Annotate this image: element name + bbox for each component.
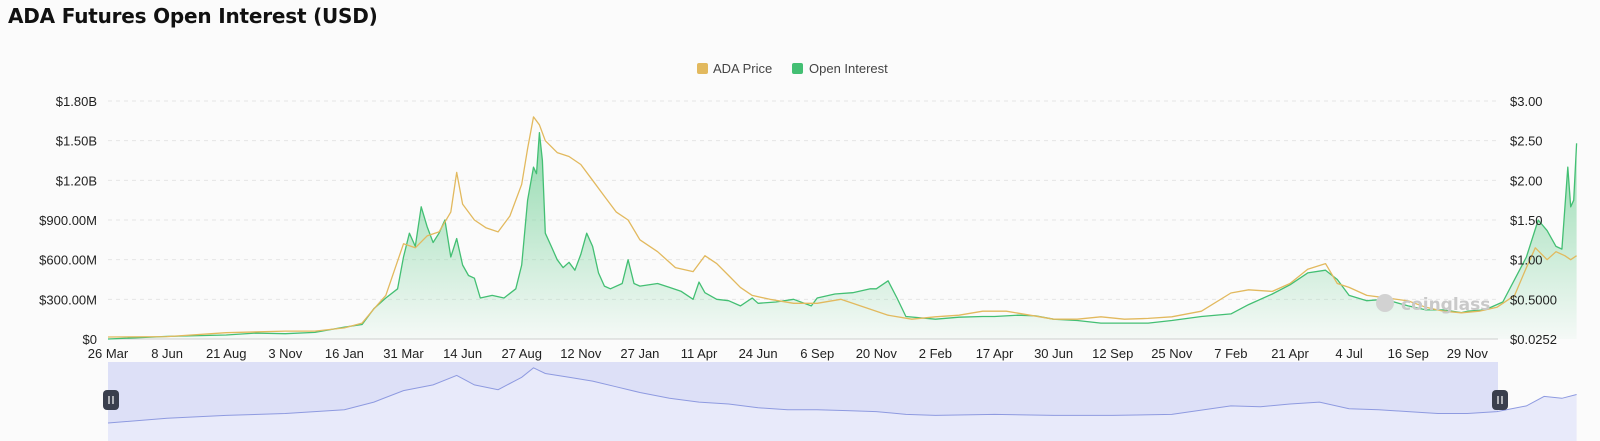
x-tick-label: 27 Jan [620,346,659,361]
navigator-left-handle[interactable] [103,390,119,410]
x-tick-label: 16 Sep [1388,346,1429,361]
y-right-tick-label: $3.00 [1510,94,1543,109]
legend[interactable]: ADA Price Open Interest [697,61,888,76]
y-left-tick-label: $1.50B [56,134,97,149]
x-tick-label: 4 Jul [1335,346,1363,361]
x-tick-label: 20 Nov [856,346,898,361]
x-tick-label: 16 Jan [325,346,364,361]
watermark-text: coinglass [1401,295,1490,315]
x-tick-label: 17 Apr [976,346,1014,361]
x-tick-label: 25 Nov [1151,346,1193,361]
y-right-tick-label: $0.5000 [1510,292,1557,307]
y-left-tick-label: $1.80B [56,94,97,109]
navigator-right-handle[interactable] [1492,390,1508,410]
x-tick-label: 27 Aug [501,346,542,361]
y-left-tick-label: $1.20B [56,173,97,188]
y-axis-left: $0 $300.00M $600.00M $900.00M $1.20B $1.50B $1… [39,94,97,347]
x-tick-label: 29 Nov [1447,346,1489,361]
x-tick-label: 8 Jun [151,346,183,361]
x-tick-label: 26 Mar [88,346,129,361]
y-left-tick-label: $900.00M [39,213,97,228]
y-right-tick-label: $0.0252 [1510,332,1557,347]
y-left-tick-label: $300.00M [39,292,97,307]
chart-title: ADA Futures Open Interest (USD) [8,4,378,28]
x-tick-label: 21 Aug [206,346,247,361]
x-tick-label: 2 Feb [919,346,952,361]
x-tick-label: 24 Jun [739,346,778,361]
navigator-line [107,367,1577,424]
open-interest-line[interactable] [107,132,1578,340]
y-axis-right: $0.0252 $0.5000 $1.00 $1.50 $2.00 $2.50 $3.00 [1510,94,1557,347]
y-right-tick-label: $2.00 [1510,173,1543,188]
x-tick-label: 12 Nov [560,346,602,361]
x-tick-label: 12 Sep [1092,346,1133,361]
x-tick-label: 31 Mar [383,346,424,361]
legend-swatch-open-interest [792,63,803,74]
y-right-tick-label: $1.50 [1510,213,1543,228]
x-tick-label: 3 Nov [268,346,302,361]
x-tick-label: 21 Apr [1271,346,1309,361]
open-interest-series[interactable] [107,132,1578,340]
coinglass-watermark: coinglass [1376,294,1490,315]
x-tick-label: 6 Sep [800,346,834,361]
open-interest-area [108,132,1577,339]
y-left-tick-label: $600.00M [39,253,97,268]
x-tick-label: 11 Apr [681,346,718,361]
x-tick-label: 7 Feb [1214,346,1247,361]
x-axis: 26 Mar 8 Jun 21 Aug 3 Nov 16 Jan 31 Mar 14 Jun… [88,346,1489,361]
range-navigator[interactable] [103,362,1577,441]
x-tick-label: 14 Jun [443,346,482,361]
coinglass-logo-icon [1376,294,1394,312]
y-left-tick-label: $0 [83,332,97,347]
legend-label-ada-price[interactable]: ADA Price [713,61,772,76]
y-right-tick-label: $1.00 [1510,253,1543,268]
x-tick-label: 30 Jun [1034,346,1073,361]
y-right-tick-label: $2.50 [1510,134,1543,149]
navigator-area [108,367,1577,441]
legend-label-open-interest[interactable]: Open Interest [809,61,888,76]
legend-swatch-ada-price [697,63,708,74]
